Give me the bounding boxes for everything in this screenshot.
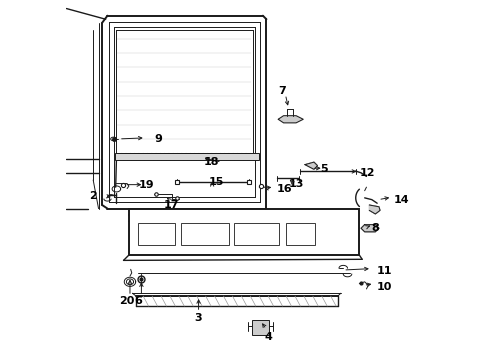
Text: 6: 6 [134, 296, 142, 306]
Text: 14: 14 [393, 195, 409, 204]
Bar [234, 223, 279, 245]
Text: 16: 16 [277, 184, 293, 194]
Bar [115, 153, 259, 160]
Text: 4: 4 [264, 332, 272, 342]
Polygon shape [129, 208, 359, 255]
Text: 1: 1 [126, 214, 134, 224]
Text: 17: 17 [164, 200, 179, 210]
Text: 12: 12 [359, 168, 375, 178]
Text: 11: 11 [377, 266, 392, 276]
Text: 15: 15 [209, 177, 224, 187]
Polygon shape [305, 162, 318, 169]
Text: 8: 8 [372, 223, 380, 233]
Text: 10: 10 [377, 282, 392, 292]
Text: 20: 20 [119, 296, 134, 306]
Text: 7: 7 [279, 86, 286, 96]
Polygon shape [361, 225, 379, 232]
Polygon shape [278, 116, 303, 123]
Text: 18: 18 [203, 157, 219, 167]
Text: 9: 9 [154, 134, 162, 144]
Bar [286, 223, 315, 245]
FancyBboxPatch shape [252, 320, 269, 336]
Text: 19: 19 [139, 180, 154, 190]
Bar [181, 223, 229, 245]
Polygon shape [369, 205, 380, 214]
Text: 2: 2 [89, 191, 97, 201]
Text: 3: 3 [195, 312, 202, 323]
Bar [138, 223, 175, 245]
Text: 5: 5 [320, 164, 328, 174]
Text: 13: 13 [289, 179, 304, 189]
